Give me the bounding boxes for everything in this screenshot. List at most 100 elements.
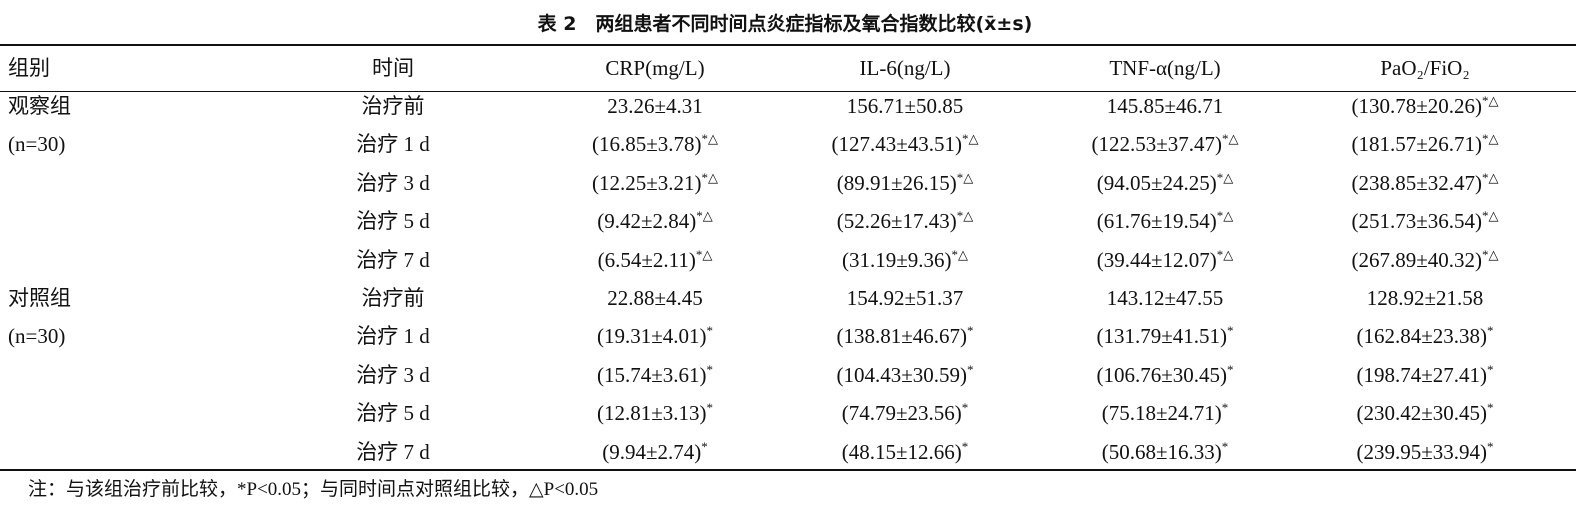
significance-mark: * bbox=[1221, 438, 1229, 454]
value-cell: (138.81±46.67)* bbox=[836, 324, 973, 348]
value-cell: (127.43±43.51)*△ bbox=[831, 132, 978, 156]
time-label: 治疗前 bbox=[361, 286, 425, 310]
bottom-rule bbox=[0, 469, 1576, 471]
time-label: 治疗 1 d bbox=[356, 132, 430, 157]
value-cell: 128.92±21.58 bbox=[1367, 286, 1484, 310]
header-cell: 组别 bbox=[8, 56, 50, 80]
significance-mark: *△ bbox=[1222, 131, 1239, 147]
value-cell: (52.26±17.43)*△ bbox=[837, 209, 974, 233]
value-cell: (94.05±24.25)*△ bbox=[1097, 171, 1234, 195]
value-text: (130.78±20.26) bbox=[1351, 94, 1483, 118]
time-label: 治疗 7 d bbox=[356, 247, 430, 272]
value-cell: 22.88±4.45 bbox=[607, 286, 703, 310]
value-cell: (162.84±23.38)* bbox=[1356, 324, 1493, 348]
value-text: (12.81±3.13) bbox=[596, 401, 707, 426]
value-text: (238.85±32.47) bbox=[1351, 170, 1483, 195]
value-cell: (198.74±27.41)* bbox=[1356, 363, 1493, 387]
value-text: (127.43±43.51) bbox=[831, 132, 963, 157]
value-text: (19.31±4.01) bbox=[596, 324, 707, 349]
value-text: (198.74±27.41) bbox=[1356, 362, 1488, 387]
value-text: (89.91±26.15) bbox=[836, 170, 957, 195]
value-text: 128.92±21.58 bbox=[1366, 286, 1484, 310]
significance-mark: *△ bbox=[951, 246, 969, 262]
time-label: 治疗前 bbox=[361, 94, 425, 118]
significance-mark: * bbox=[1221, 400, 1229, 416]
value-cell: (131.79±41.51)* bbox=[1096, 324, 1233, 348]
value-cell: (19.31±4.01)* bbox=[597, 324, 713, 348]
time-label: 治疗 3 d bbox=[356, 170, 430, 195]
value-text: (15.74±3.61) bbox=[596, 362, 707, 387]
top-rule bbox=[0, 44, 1576, 46]
value-cell: (31.19±9.36)*△ bbox=[842, 248, 968, 272]
value-text: (106.76±30.45) bbox=[1096, 362, 1228, 387]
significance-mark: * bbox=[1487, 361, 1494, 377]
value-text: (9.94±2.74) bbox=[602, 439, 702, 464]
value-cell: 23.26±4.31 bbox=[607, 94, 703, 118]
time-label: 治疗 7 d bbox=[356, 439, 430, 464]
significance-mark: * bbox=[701, 438, 708, 454]
significance-mark: *△ bbox=[956, 169, 974, 185]
significance-mark: *△ bbox=[956, 208, 974, 224]
footnote: 注：与该组治疗前比较，*P<0.05；与同时间点对照组比较，△P<0.05 bbox=[28, 479, 599, 500]
value-text: 154.92±51.37 bbox=[846, 286, 964, 310]
value-text: (122.53±37.47) bbox=[1091, 132, 1223, 157]
significance-mark: *△ bbox=[1482, 93, 1499, 108]
time-label: 治疗 5 d bbox=[356, 401, 430, 426]
value-cell: (9.94±2.74)* bbox=[602, 440, 708, 464]
value-text: (52.26±17.43) bbox=[836, 209, 957, 234]
value-cell: (106.76±30.45)* bbox=[1096, 363, 1233, 387]
time-label: 治疗 1 d bbox=[356, 324, 430, 349]
significance-mark: * bbox=[961, 400, 969, 416]
group-label: (n=30) bbox=[8, 324, 66, 349]
significance-mark: * bbox=[961, 438, 969, 454]
value-cell: (15.74±3.61)* bbox=[597, 363, 713, 387]
significance-mark: *△ bbox=[1216, 208, 1234, 224]
value-cell: 145.85±46.71 bbox=[1107, 94, 1224, 118]
value-text: (267.89±40.32) bbox=[1351, 247, 1483, 272]
value-cell: (6.54±2.11)*△ bbox=[598, 248, 713, 272]
significance-mark: *△ bbox=[695, 246, 713, 262]
value-text: (239.95±33.94) bbox=[1356, 439, 1488, 464]
significance-mark: * bbox=[706, 361, 714, 377]
value-text: (74.79±23.56) bbox=[841, 401, 962, 426]
value-text: (16.85±3.78) bbox=[591, 132, 702, 157]
significance-mark: * bbox=[1487, 400, 1494, 416]
value-cell: (39.44±12.07)*△ bbox=[1097, 248, 1234, 272]
value-cell: (61.76±19.54)*△ bbox=[1097, 209, 1234, 233]
group-label: 对照组 bbox=[8, 286, 71, 310]
significance-mark: *△ bbox=[696, 208, 713, 224]
value-text: (230.42±30.45) bbox=[1356, 401, 1488, 426]
value-cell: (75.18±24.71)* bbox=[1102, 401, 1229, 425]
value-cell: (230.42±30.45)* bbox=[1356, 401, 1493, 425]
header-cell: 时间 bbox=[372, 56, 414, 80]
header-cell: TNF-α(ng/L) bbox=[1109, 56, 1221, 80]
significance-mark: * bbox=[967, 361, 974, 377]
value-text: (12.25±3.21) bbox=[591, 170, 702, 195]
title: 表 2 两组患者不同时间点炎症指标及氧合指数比较(x̄±s) bbox=[537, 13, 1033, 35]
value-cell: (9.42±2.84)*△ bbox=[597, 209, 713, 233]
significance-mark: * bbox=[1227, 323, 1234, 339]
value-cell: 143.12±47.55 bbox=[1107, 286, 1224, 310]
value-cell: 156.71±50.85 bbox=[847, 94, 964, 118]
value-text: 156.71±50.85 bbox=[846, 94, 964, 118]
value-cell: (130.78±20.26)*△ bbox=[1351, 94, 1498, 118]
significance-mark: * bbox=[1487, 438, 1494, 454]
value-cell: (238.85±32.47)*△ bbox=[1351, 171, 1498, 195]
value-text: (50.68±16.33) bbox=[1101, 439, 1222, 464]
significance-mark: *△ bbox=[1482, 131, 1499, 147]
value-text: (131.79±41.51) bbox=[1096, 324, 1228, 349]
value-text: (162.84±23.38) bbox=[1356, 324, 1488, 349]
value-text: (48.15±12.66) bbox=[841, 439, 962, 464]
value-text: (94.05±24.25) bbox=[1096, 170, 1217, 195]
time-label: 治疗 3 d bbox=[356, 362, 430, 387]
value-cell: (12.25±3.21)*△ bbox=[592, 171, 718, 195]
value-cell: (16.85±3.78)*△ bbox=[592, 132, 718, 156]
value-cell: (122.53±37.47)*△ bbox=[1091, 132, 1238, 156]
value-cell: (239.95±33.94)* bbox=[1356, 440, 1493, 464]
header-rule bbox=[0, 91, 1576, 92]
value-text: 143.12±47.55 bbox=[1106, 286, 1224, 310]
significance-mark: *△ bbox=[962, 131, 979, 147]
value-cell: (104.43±30.59)* bbox=[836, 363, 973, 387]
significance-mark: *△ bbox=[1482, 169, 1499, 185]
header-cell: IL-6(ng/L) bbox=[859, 56, 951, 80]
